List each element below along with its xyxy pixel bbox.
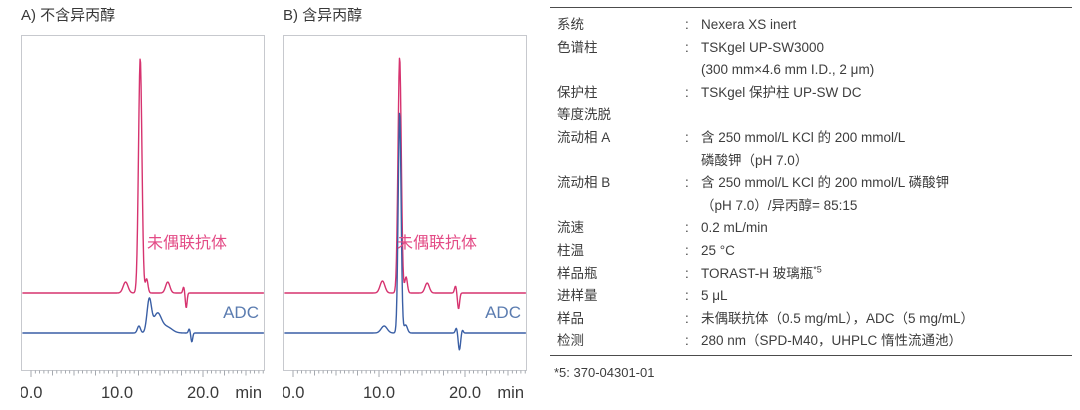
- condition-row-detection: 检测 : 280 nm（SPD-M40，UHPLC 惰性流通池）: [550, 330, 1072, 353]
- condition-row-injection-volume: 进样量 : 5 μL: [550, 285, 1072, 308]
- row-colon: :: [685, 242, 689, 258]
- condition-row-guard-column: 保护柱 : TSKgel 保护柱 UP-SW DC: [550, 82, 1072, 105]
- row-value: 未偶联抗体（0.5 mg/mL），ADC（5 mg/mL）: [701, 310, 975, 326]
- x-axis-unit-label: min: [497, 384, 524, 402]
- row-label: 检测: [557, 333, 584, 349]
- x-tick-label: 20.0: [187, 384, 219, 402]
- row-colon: :: [685, 220, 689, 236]
- x-axis-unit-label: min: [235, 384, 262, 402]
- row-value: 5 μL: [701, 288, 728, 304]
- row-value: 0.2 mL/min: [701, 220, 768, 236]
- chromatogram-b: 0.0 10.0 20.0 min 未偶联抗体 ADC: [283, 35, 527, 402]
- row-label: 流动相 A: [557, 129, 611, 145]
- footnote: *5: 370-04301-01: [554, 364, 655, 380]
- conditions-table: 系统 : Nexera XS inert 色谱柱 : TSKgel UP-SW3…: [550, 0, 1072, 380]
- row-colon: :: [685, 17, 689, 32]
- row-label: 等度洗脱: [557, 107, 611, 123]
- table-bottom-rule: [550, 354, 1072, 356]
- condition-row-mobile-phase-a: 流动相 A : 含 250 mmol/L KCl 的 200 mmol/L 磷酸…: [550, 127, 1072, 172]
- row-colon: :: [685, 175, 689, 191]
- row-label: 色谱柱: [557, 39, 598, 55]
- row-value: Nexera XS inert: [701, 17, 797, 32]
- x-tick-label: 0.0: [283, 384, 304, 402]
- condition-row-system: 系统 : Nexera XS inert: [550, 14, 1072, 37]
- row-colon: [685, 104, 701, 127]
- trace-adc: [284, 112, 527, 351]
- row-colon: :: [685, 129, 689, 145]
- row-label: 流速: [557, 220, 584, 236]
- row-label: 保护柱: [557, 84, 598, 100]
- row-value: TSKgel 保护柱 UP-SW DC: [701, 84, 862, 100]
- row-colon: :: [685, 39, 689, 55]
- condition-row-isocratic: 等度洗脱: [550, 104, 1072, 127]
- row-colon: :: [685, 288, 689, 304]
- trace-unconjugated-antibody: [22, 58, 265, 309]
- row-colon: :: [685, 333, 689, 349]
- peak-label-adc: ADC: [485, 303, 521, 322]
- row-value: 含 250 mmol/L KCl 的 200 mmol/L 磷酸钾（pH 7.0…: [701, 129, 906, 168]
- row-colon: :: [685, 310, 689, 326]
- row-label: 样品: [557, 310, 584, 326]
- condition-row-mobile-phase-b: 流动相 B : 含 250 mmol/L KCl 的 200 mmol/L 磷酸…: [550, 172, 1072, 217]
- x-axis: [30, 370, 264, 377]
- panel-a: A) 不含异丙醇 0.0 10.0 20.0 min 未偶联抗体 ADC: [21, 6, 265, 410]
- condition-row-sample-vial: 样品瓶 : TORAST-H 玻璃瓶*5: [550, 263, 1072, 286]
- row-colon: :: [685, 265, 689, 281]
- panel-b: B) 含异丙醇 0.0 10.0 20.0 min 未偶联抗体 ADC: [283, 6, 527, 410]
- row-label: 系统: [557, 17, 584, 32]
- table-top-rule: [550, 7, 1072, 8]
- row-label: 样品瓶: [557, 265, 598, 281]
- condition-row-sample: 样品 : 未偶联抗体（0.5 mg/mL），ADC（5 mg/mL）: [550, 308, 1072, 331]
- trace-unconjugated-antibody: [284, 57, 527, 310]
- footnote-marker: *5: [813, 264, 822, 275]
- row-value: 280 nm（SPD-M40，UHPLC 惰性流通池）: [701, 333, 963, 349]
- row-value: TORAST-H 玻璃瓶*5: [701, 264, 822, 281]
- x-tick-label: 10.0: [101, 384, 133, 402]
- condition-row-column-temp: 柱温 : 25 °C: [550, 240, 1072, 263]
- condition-row-column: 色谱柱 : TSKgel UP-SW3000 (300 mm×4.6 mm I.…: [550, 37, 1072, 82]
- row-label: 柱温: [557, 242, 584, 258]
- peak-label-antibody: 未偶联抗体: [147, 234, 227, 252]
- x-tick-label: 10.0: [363, 384, 395, 402]
- row-colon: :: [685, 84, 689, 100]
- x-axis: [292, 370, 526, 377]
- chromatogram-panel-a: 0.0 10.0 20.0 min 未偶联抗体 ADC: [21, 35, 265, 410]
- row-label: 进样量: [557, 288, 598, 304]
- trace-adc: [22, 297, 265, 343]
- row-value: TSKgel UP-SW3000 (300 mm×4.6 mm I.D., 2 …: [701, 39, 875, 78]
- condition-row-flow-rate: 流速 : 0.2 mL/min: [550, 217, 1072, 240]
- row-label: 流动相 B: [557, 175, 611, 191]
- peak-label-adc: ADC: [223, 303, 259, 322]
- chromatogram-panel-b: 0.0 10.0 20.0 min 未偶联抗体 ADC: [283, 35, 527, 410]
- panel-a-title: A) 不含异丙醇: [21, 7, 116, 24]
- x-tick-label: 20.0: [449, 384, 481, 402]
- row-value: 含 250 mmol/L KCl 的 200 mmol/L 磷酸钾 （pH 7.…: [701, 175, 950, 213]
- x-tick-label: 0.0: [21, 384, 42, 402]
- chromatogram-a: 0.0 10.0 20.0 min 未偶联抗体 ADC: [21, 35, 265, 402]
- peak-label-antibody: 未偶联抗体: [397, 234, 477, 252]
- row-value: 25 °C: [701, 242, 735, 258]
- row-value: [701, 104, 1072, 127]
- panel-b-title: B) 含异丙醇: [283, 7, 363, 24]
